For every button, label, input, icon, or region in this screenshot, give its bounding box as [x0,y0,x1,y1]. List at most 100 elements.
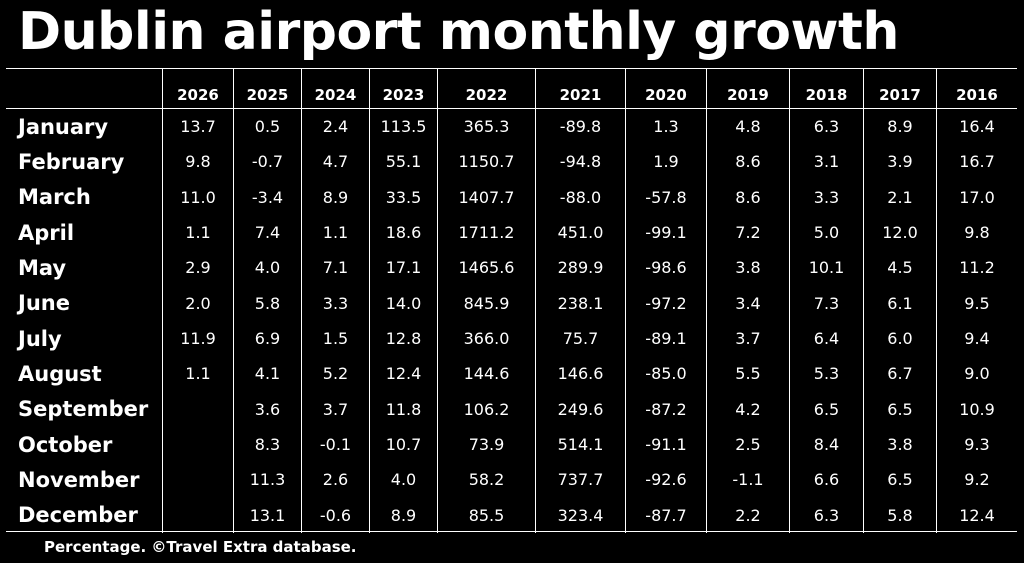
table-cell: 5.0 [790,214,864,251]
table-cell: 11.2 [959,258,995,278]
table-cell: 146.6 [536,356,626,392]
column-header: 2022 [438,69,536,109]
row-label: November [6,462,163,498]
row-label: June [6,285,163,321]
table-cell: -92.6 [626,462,707,498]
table-cell: 249.6 [536,391,626,427]
table-cell: 106.2 [438,391,536,427]
table-cell: 514.1 [536,426,626,463]
table-cell: 11.0 [163,179,234,215]
table-cell: 9.0 [964,364,990,384]
column-header: 2021 [536,69,626,109]
table-cell: -3.4 [234,179,302,215]
table-cell: 33.5 [370,179,438,215]
table-cell: -85.0 [626,356,707,392]
table-cell: 238.1 [536,285,626,321]
table-cell: 5.3 [790,356,864,392]
table-cell: 6.0 [864,320,937,357]
table-cell: 1.1 [163,356,234,392]
column-header: 2026 [163,69,234,109]
table-cell: -0.7 [234,144,302,180]
table-cell: 7.1 [302,250,370,286]
table-cell: 113.5 [370,109,438,145]
table-cell: 7.3 [790,285,864,321]
table-cell: 1711.2 [438,214,536,251]
table-cell: 13.7 [163,109,234,145]
table-cell: 9.5 [964,293,990,313]
column-header: 2018 [790,69,864,109]
table-cell: 17.1 [370,250,438,286]
table-cell: 3.6 [234,391,302,427]
table-cell: -0.6 [302,497,370,533]
table-cell: -88.0 [536,179,626,215]
table-cell: 3.7 [302,391,370,427]
row-label: February [6,144,163,180]
table-cell: 6.5 [864,391,937,427]
table-cell: 12.8 [370,320,438,357]
table-cell: 17.0 [959,187,995,207]
page-title: Dublin airport monthly growth [18,2,899,62]
row-label: May [6,250,163,286]
table-cell: 8.3 [234,426,302,463]
table-cell: 1465.6 [438,250,536,286]
table-cell: 3.3 [790,179,864,215]
table-cell: -97.2 [626,285,707,321]
table-cell: 8.9 [302,179,370,215]
table-cell: 4.8 [707,109,790,145]
header-corner [6,69,163,109]
table-cell: 85.5 [438,497,536,533]
table-cell [163,462,234,498]
table-cell: 6.3 [790,109,864,145]
table-cell: 11.3 [234,462,302,498]
table-cell: 8.4 [790,426,864,463]
column-header: 2025 [234,69,302,109]
table-cell: 3.9 [864,144,937,180]
table-cell: 3.7 [707,320,790,357]
table-cell: 58.2 [438,462,536,498]
table-cell: 3.1 [790,144,864,180]
growth-table: 2026 2025 2024 2023 2022 2021 2020 2019 2018 2017… [6,68,1017,533]
table-cell: 2.9 [163,250,234,286]
table-cell: 4.2 [707,391,790,427]
table-cell: 14.0 [370,285,438,321]
table-cell: 2.1 [864,179,937,215]
table-cell: 451.0 [536,214,626,251]
table-cell: 9.4 [964,329,990,349]
table-cell: 75.7 [536,320,626,357]
row-label: August [6,356,163,392]
table-cell: 1150.7 [438,144,536,180]
table-cell: 1.9 [626,144,707,180]
table-cell: 4.0 [234,250,302,286]
table-cell: 5.5 [707,356,790,392]
table-cell: 73.9 [438,426,536,463]
table-cell: 1.1 [302,214,370,251]
table-cell: -98.6 [626,250,707,286]
table-cell: -1.1 [707,462,790,498]
table-cell: 6.1 [864,285,937,321]
table-cell: 5.8 [234,285,302,321]
table-cell: 55.1 [370,144,438,180]
table-cell: -0.1 [302,426,370,463]
table-cell: 11.9 [163,320,234,357]
table-cell: 144.6 [438,356,536,392]
table-cell: 366.0 [438,320,536,357]
row-label: January [6,109,163,145]
table-cell: -87.7 [626,497,707,533]
column-header: 2023 [370,69,438,109]
table-cell: 9.8 [163,144,234,180]
column-header: 2016 [937,69,1017,109]
column-header: 2024 [302,69,370,109]
table-cell: 365.3 [438,109,536,145]
row-label: December [6,497,163,533]
table-cell [163,426,234,463]
table-cell: 7.4 [234,214,302,251]
table-cell: 13.1 [234,497,302,533]
table-cell: 5.2 [302,356,370,392]
table-cell: -94.8 [536,144,626,180]
table-cell [163,497,234,533]
table-cell: 6.6 [790,462,864,498]
table-cell: 737.7 [536,462,626,498]
table-cell: 323.4 [536,497,626,533]
table-cell: 6.5 [864,462,937,498]
table-cell: 3.4 [707,285,790,321]
